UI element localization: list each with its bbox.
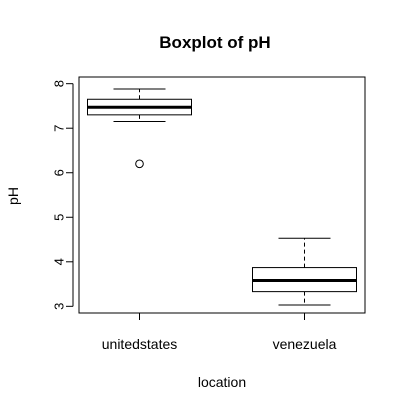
y-tick-label: 8 bbox=[52, 80, 67, 87]
y-axis: 3 4 5 6 7 8 bbox=[52, 80, 74, 310]
chart-title: Boxplot of pH bbox=[159, 33, 270, 52]
y-axis-label: pH bbox=[5, 187, 21, 205]
y-tick-label: 4 bbox=[52, 258, 67, 265]
box-venezuela bbox=[252, 237, 357, 306]
x-tick-label-venezuela: venezuela bbox=[273, 336, 337, 352]
boxes-layer bbox=[87, 88, 357, 306]
y-tick-label: 7 bbox=[52, 125, 67, 132]
y-tick-label: 6 bbox=[52, 169, 67, 176]
box-unitedstates bbox=[87, 88, 192, 169]
x-axis-label: location bbox=[198, 374, 246, 390]
x-axis: unitedstates venezuela bbox=[102, 312, 337, 352]
x-tick-label-unitedstates: unitedstates bbox=[102, 336, 178, 352]
outlier-point bbox=[135, 159, 144, 169]
y-tick-label: 3 bbox=[52, 303, 67, 310]
y-tick-label: 5 bbox=[52, 214, 67, 221]
